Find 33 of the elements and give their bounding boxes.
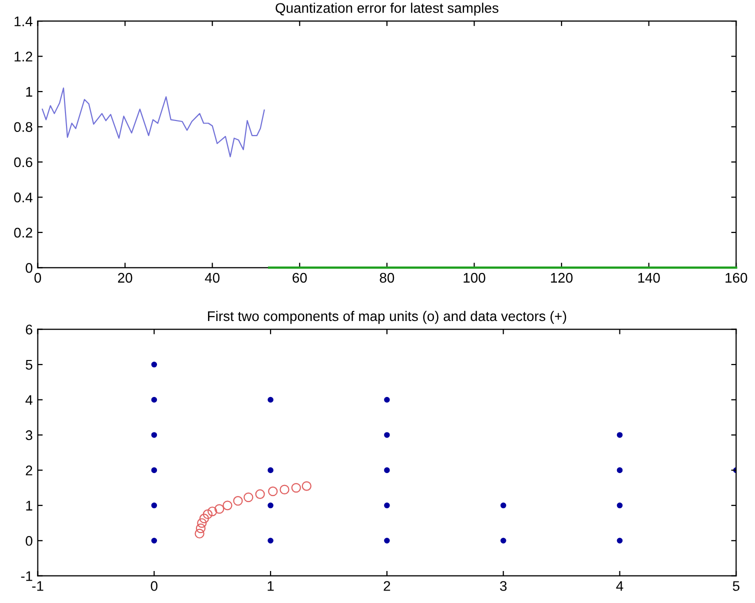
y-tick-label: 2 — [26, 466, 32, 476]
x-tick-label: 4 — [616, 581, 624, 591]
y-tick-label: 3 — [26, 430, 32, 440]
x-tick-label: 80 — [380, 272, 394, 283]
y-tick-label: 4 — [25, 395, 32, 405]
y-tick-label: 0 — [26, 263, 32, 273]
x-tick-label: 160 — [726, 272, 748, 283]
x-tick-label: 120 — [551, 272, 573, 283]
y-tick-label: 0.6 — [14, 157, 32, 168]
y-tick-label: 1 — [26, 87, 32, 97]
x-tick-label: 3 — [500, 581, 507, 591]
y-tick-label: 6 — [26, 324, 32, 334]
x-tick-label: 100 — [464, 272, 486, 283]
chart-title: Quantization error for latest samples — [276, 2, 498, 16]
y-tick-label: 5 — [26, 360, 32, 370]
x-tick-label: 5 — [732, 581, 740, 591]
x-tick-label: 0 — [34, 272, 42, 283]
x-tick-label: 1 — [268, 581, 274, 591]
y-tick-label: 0.8 — [14, 122, 32, 132]
y-tick-label: 1 — [26, 500, 32, 510]
x-tick-label: 2 — [384, 581, 390, 591]
x-tick-label: 60 — [292, 272, 307, 283]
y-tick-label: 0.2 — [14, 228, 32, 238]
y-tick-label: 1.4 — [14, 16, 32, 26]
y-tick-label: 0 — [26, 536, 32, 546]
y-tick-label: 0.4 — [14, 192, 32, 202]
chart-title: First two components of map units (o) and data vectors (+) — [208, 310, 566, 324]
x-tick-label: 140 — [638, 272, 660, 283]
x-tick-label: 20 — [118, 272, 132, 283]
y-tick-label: 1.2 — [14, 52, 32, 62]
y-tick-label: -1 — [21, 571, 32, 581]
x-tick-label: 40 — [204, 272, 220, 283]
x-tick-label: 0 — [150, 581, 158, 591]
